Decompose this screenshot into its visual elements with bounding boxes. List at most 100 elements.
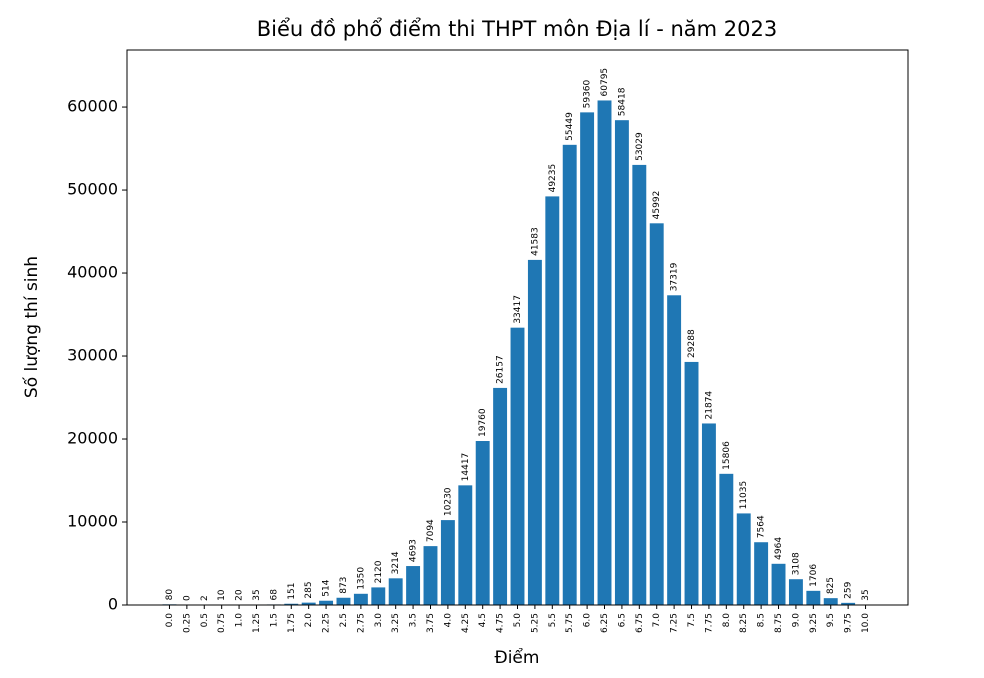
x-tick-label: 7.5 bbox=[687, 613, 697, 627]
x-tick-label: 8.0 bbox=[722, 613, 732, 628]
data-label: 49235 bbox=[548, 164, 558, 193]
x-tick-label: 6.25 bbox=[600, 613, 610, 633]
data-label: 3214 bbox=[391, 551, 401, 574]
bar bbox=[667, 295, 682, 605]
bar bbox=[562, 144, 577, 605]
bar bbox=[719, 473, 734, 605]
data-label: 26157 bbox=[496, 355, 506, 384]
x-tick-label: 3.5 bbox=[409, 613, 419, 627]
x-tick-label: 2.0 bbox=[304, 613, 314, 628]
x-tick-label: 7.25 bbox=[670, 613, 680, 633]
bar bbox=[684, 361, 699, 605]
x-tick-label: 6.0 bbox=[583, 613, 593, 628]
data-label: 4693 bbox=[409, 539, 419, 562]
data-label: 55449 bbox=[565, 112, 575, 141]
data-label: 41583 bbox=[530, 227, 540, 256]
bar bbox=[388, 578, 403, 605]
bar bbox=[319, 600, 334, 605]
x-tick-label: 8.25 bbox=[739, 613, 749, 633]
bar bbox=[458, 485, 473, 605]
bar bbox=[806, 590, 821, 605]
x-tick-label: 2.5 bbox=[339, 613, 349, 627]
bar bbox=[284, 603, 299, 605]
y-tick-label: 50000 bbox=[67, 180, 118, 199]
x-tick-label: 0.5 bbox=[200, 613, 210, 627]
x-tick-label: 0.0 bbox=[165, 613, 175, 628]
data-label: 259 bbox=[844, 581, 854, 598]
chart-title: Biểu đồ phổ điểm thi THPT môn Địa lí - n… bbox=[257, 17, 778, 41]
bar bbox=[301, 602, 316, 605]
data-label: 45992 bbox=[652, 191, 662, 220]
data-label: 68 bbox=[269, 589, 279, 601]
x-tick-label: 2.25 bbox=[322, 613, 332, 633]
data-label: 873 bbox=[339, 577, 349, 594]
data-label: 1706 bbox=[809, 564, 819, 587]
x-tick-label: 1.0 bbox=[235, 613, 245, 628]
bar bbox=[475, 441, 490, 605]
data-label: 10230 bbox=[443, 487, 453, 516]
data-label: 21874 bbox=[704, 391, 714, 420]
x-tick-label: 9.25 bbox=[809, 613, 819, 633]
x-tick-label: 6.75 bbox=[635, 613, 645, 633]
y-tick-label: 0 bbox=[108, 595, 118, 614]
plot-frame bbox=[126, 49, 909, 606]
x-tick-label: 4.75 bbox=[496, 613, 506, 633]
x-tick-label: 7.75 bbox=[704, 613, 714, 633]
x-tick-label: 8.5 bbox=[757, 613, 767, 627]
x-tick-label: 8.75 bbox=[774, 613, 784, 633]
bar bbox=[423, 546, 438, 605]
data-label: 53029 bbox=[635, 132, 645, 161]
x-tick-label: 9.75 bbox=[844, 613, 854, 633]
data-label: 285 bbox=[304, 581, 314, 598]
bar bbox=[841, 602, 856, 605]
bar bbox=[493, 387, 508, 605]
x-tick-label: 1.75 bbox=[287, 613, 297, 633]
data-label: 11035 bbox=[739, 481, 749, 510]
bar bbox=[701, 423, 716, 605]
x-tick-label: 7.0 bbox=[652, 613, 662, 628]
data-label: 33417 bbox=[513, 295, 523, 324]
data-label: 80 bbox=[165, 589, 175, 601]
data-label: 35 bbox=[861, 589, 871, 600]
y-tick-label: 20000 bbox=[67, 429, 118, 448]
bar bbox=[440, 520, 455, 605]
data-label: 10 bbox=[217, 589, 227, 601]
bar bbox=[754, 542, 769, 605]
bar bbox=[632, 164, 647, 605]
y-tick-label: 40000 bbox=[67, 263, 118, 282]
data-label: 59360 bbox=[583, 79, 593, 108]
bar bbox=[614, 120, 629, 606]
bar bbox=[771, 563, 786, 605]
data-label: 825 bbox=[826, 577, 836, 594]
data-label: 4964 bbox=[774, 537, 784, 560]
x-tick-label: 0.25 bbox=[182, 613, 192, 633]
bar bbox=[406, 566, 421, 605]
x-tick-label: 5.75 bbox=[565, 613, 575, 633]
data-label: 3108 bbox=[791, 552, 801, 575]
x-tick-label: 9.5 bbox=[826, 613, 836, 627]
y-tick-label: 60000 bbox=[67, 97, 118, 116]
y-tick-label: 30000 bbox=[67, 346, 118, 365]
x-tick-label: 4.25 bbox=[461, 613, 471, 633]
x-tick-label: 3.25 bbox=[391, 613, 401, 633]
data-label: 514 bbox=[322, 579, 332, 596]
x-tick-label: 6.5 bbox=[617, 613, 627, 627]
data-label: 19760 bbox=[478, 408, 488, 437]
bar bbox=[510, 327, 525, 605]
data-label: 151 bbox=[287, 583, 297, 600]
x-tick-label: 10.0 bbox=[861, 613, 871, 633]
data-label: 20 bbox=[235, 589, 245, 601]
data-label: 14417 bbox=[461, 453, 471, 482]
x-axis-label: Điểm bbox=[495, 647, 540, 668]
data-label: 7564 bbox=[757, 515, 767, 538]
bar bbox=[371, 587, 386, 605]
y-tick-label: 10000 bbox=[67, 512, 118, 531]
data-label: 29288 bbox=[687, 329, 697, 358]
data-label: 2 bbox=[200, 595, 210, 601]
x-tick-label: 4.5 bbox=[478, 613, 488, 627]
x-tick-label: 5.5 bbox=[548, 613, 558, 627]
bar bbox=[545, 196, 560, 605]
data-label: 7094 bbox=[426, 519, 436, 542]
bar bbox=[788, 579, 803, 605]
